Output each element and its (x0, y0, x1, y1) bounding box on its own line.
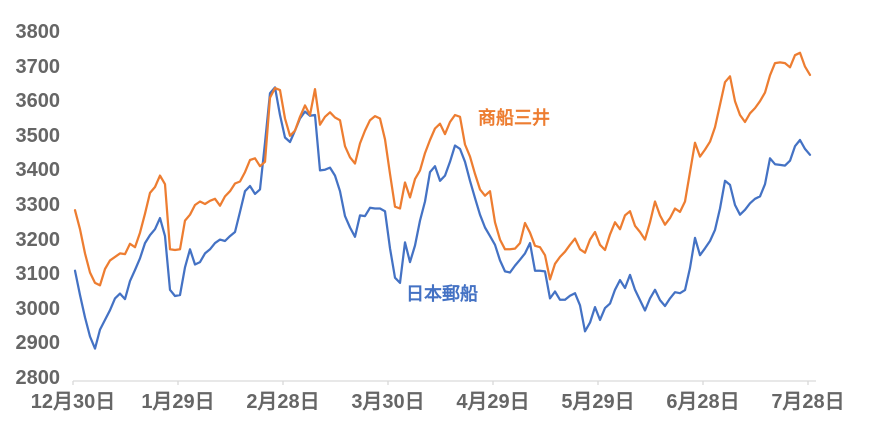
series-line-mol (73, 51, 812, 287)
x-tick-label: 3月30日 (351, 391, 425, 413)
y-tick-label: 3100 (15, 263, 61, 286)
x-tick-label: 6月28日 (666, 391, 740, 413)
x-tick-label: 5月29日 (561, 391, 635, 413)
y-tick-label: 3600 (15, 90, 61, 113)
y-tick-label: 3800 (15, 21, 61, 43)
x-tick-label: 12月30日 (30, 391, 116, 413)
y-tick-label: 3400 (15, 159, 61, 182)
y-tick-label: 3000 (15, 297, 61, 320)
series-label-mol: 商船三井 (478, 108, 550, 128)
y-tick-label: 3700 (15, 55, 61, 78)
x-tick-label: 7月28日 (771, 391, 845, 413)
y-tick-label: 2800 (15, 367, 61, 389)
y-tick-label: 2900 (15, 332, 61, 355)
x-tick-label: 2月28日 (246, 391, 320, 413)
x-tick-label: 1月29日 (141, 391, 215, 413)
x-tick-label: 4月29日 (456, 391, 530, 413)
series-line-nyk (73, 86, 812, 350)
y-tick-label: 3200 (15, 228, 61, 251)
series-label-nyk: 日本郵船 (406, 284, 478, 304)
y-tick-label: 3300 (15, 194, 61, 216)
y-tick-label: 3500 (15, 124, 61, 147)
